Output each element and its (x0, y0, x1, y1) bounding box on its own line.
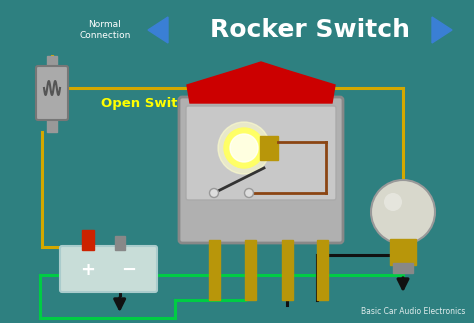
Circle shape (245, 189, 254, 197)
Bar (82, 230, 94, 250)
Bar (390, 239, 416, 265)
Circle shape (371, 180, 435, 244)
Circle shape (224, 128, 264, 168)
Bar (317, 240, 328, 300)
Text: +: + (81, 261, 96, 279)
Bar (282, 240, 293, 300)
Bar (47, 118, 57, 132)
Text: −: − (121, 261, 137, 279)
Circle shape (210, 189, 219, 197)
Polygon shape (148, 17, 168, 43)
Bar (47, 56, 57, 70)
FancyBboxPatch shape (36, 66, 68, 120)
Bar (245, 240, 256, 300)
FancyBboxPatch shape (60, 246, 157, 292)
Polygon shape (233, 76, 247, 88)
Bar (209, 240, 220, 300)
Polygon shape (432, 17, 452, 43)
Text: Open Switch: Open Switch (101, 97, 195, 109)
Text: Normal
Connection: Normal Connection (79, 20, 131, 40)
Bar (115, 236, 125, 250)
Circle shape (230, 134, 258, 162)
Circle shape (218, 122, 270, 174)
Polygon shape (187, 62, 335, 103)
FancyBboxPatch shape (179, 97, 343, 243)
Bar (260, 136, 278, 160)
Circle shape (384, 193, 402, 211)
Bar (393, 263, 413, 273)
Text: Basic Car Audio Electronics: Basic Car Audio Electronics (361, 307, 465, 316)
FancyBboxPatch shape (186, 106, 336, 200)
Text: Rocker Switch: Rocker Switch (210, 18, 410, 42)
